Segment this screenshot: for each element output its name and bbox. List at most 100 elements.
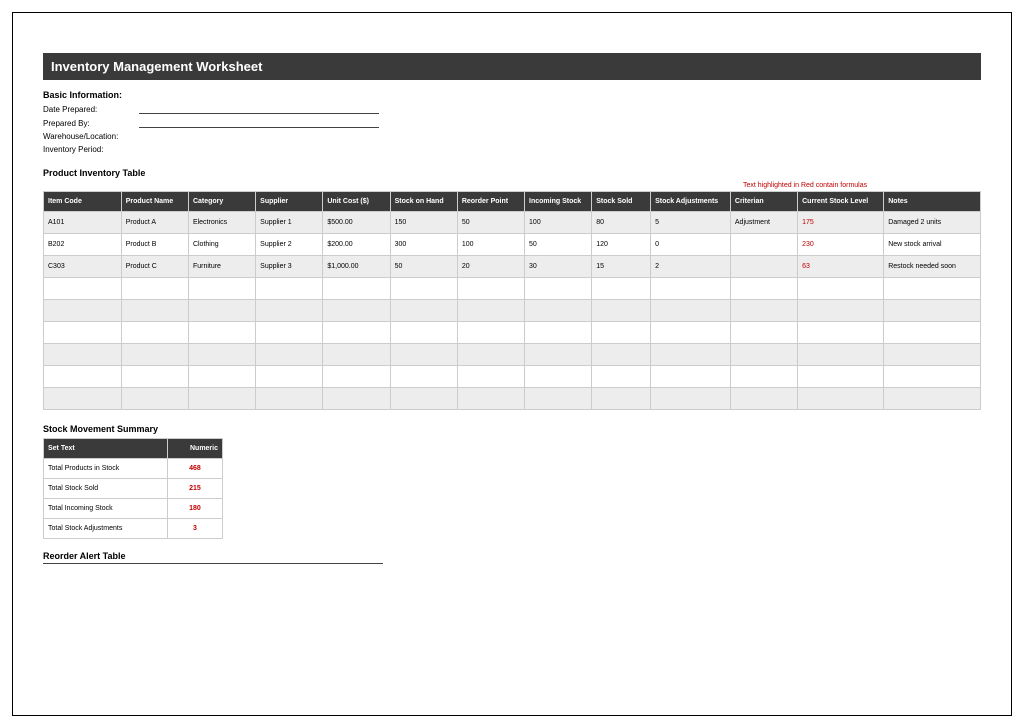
table-cell: 120	[592, 234, 651, 256]
inventory-header-row: Item CodeProduct NameCategorySupplierUni…	[44, 192, 981, 212]
table-cell: Adjustment	[730, 212, 797, 234]
table-cell: 0	[651, 234, 731, 256]
table-row-empty	[44, 388, 981, 410]
summary-heading: Stock Movement Summary	[43, 424, 981, 434]
table-row: B202Product BClothingSupplier 2$200.0030…	[44, 234, 981, 256]
table-cell: 150	[390, 212, 457, 234]
table-row: A101Product AElectronicsSupplier 1$500.0…	[44, 212, 981, 234]
table-cell-empty	[592, 322, 651, 344]
table-cell-empty	[651, 344, 731, 366]
table-cell-empty	[44, 322, 122, 344]
table-cell-empty	[457, 388, 524, 410]
period-label: Inventory Period:	[43, 145, 133, 154]
table-cell-empty	[256, 388, 323, 410]
table-cell	[730, 234, 797, 256]
prepared-by-label: Prepared By:	[43, 119, 133, 128]
table-cell: 100	[525, 212, 592, 234]
table-cell-empty	[390, 300, 457, 322]
table-cell-empty	[592, 366, 651, 388]
table-cell: 15	[592, 256, 651, 278]
info-row-warehouse: Warehouse/Location:	[43, 132, 981, 141]
table-cell: Supplier 1	[256, 212, 323, 234]
summary-row: Total Stock Sold215	[44, 479, 223, 499]
summary-row: Total Products in Stock468	[44, 459, 223, 479]
table-cell: 300	[390, 234, 457, 256]
table-cell-empty	[323, 322, 390, 344]
table-cell-empty	[884, 322, 981, 344]
table-cell: 50	[390, 256, 457, 278]
table-cell: $200.00	[323, 234, 390, 256]
table-cell-empty	[188, 366, 255, 388]
table-cell-empty	[884, 344, 981, 366]
table-row-empty	[44, 366, 981, 388]
table-cell-empty	[525, 278, 592, 300]
table-cell: 20	[457, 256, 524, 278]
table-cell: $500.00	[323, 212, 390, 234]
summary-value: 180	[167, 499, 222, 519]
date-prepared-label: Date Prepared:	[43, 105, 133, 114]
table-cell-empty	[457, 344, 524, 366]
inventory-table: Item CodeProduct NameCategorySupplierUni…	[43, 191, 981, 410]
table-cell	[730, 256, 797, 278]
table-row-empty	[44, 278, 981, 300]
inv-col-2: Category	[188, 192, 255, 212]
table-cell-empty	[651, 366, 731, 388]
table-cell-empty	[44, 344, 122, 366]
inv-col-5: Stock on Hand	[390, 192, 457, 212]
date-prepared-field[interactable]	[139, 104, 379, 114]
table-cell: 100	[457, 234, 524, 256]
table-cell-empty	[525, 322, 592, 344]
summary-label: Total Stock Adjustments	[44, 519, 168, 539]
table-cell-empty	[390, 322, 457, 344]
table-cell-empty	[121, 278, 188, 300]
table-cell-empty	[525, 344, 592, 366]
table-cell-empty	[256, 300, 323, 322]
table-cell-empty	[730, 300, 797, 322]
table-cell-empty	[188, 388, 255, 410]
table-cell: Restock needed soon	[884, 256, 981, 278]
table-cell: 63	[798, 256, 884, 278]
table-cell: 50	[525, 234, 592, 256]
table-cell: Product B	[121, 234, 188, 256]
table-cell-empty	[525, 366, 592, 388]
table-cell-empty	[323, 300, 390, 322]
table-cell-empty	[188, 278, 255, 300]
summary-label: Total Products in Stock	[44, 459, 168, 479]
inventory-body: A101Product AElectronicsSupplier 1$500.0…	[44, 212, 981, 410]
table-cell-empty	[730, 322, 797, 344]
table-cell-empty	[730, 366, 797, 388]
table-row-empty	[44, 322, 981, 344]
summary-value: 468	[167, 459, 222, 479]
table-cell-empty	[390, 366, 457, 388]
table-cell: C303	[44, 256, 122, 278]
table-cell-empty	[121, 344, 188, 366]
inv-col-3: Supplier	[256, 192, 323, 212]
table-cell-empty	[44, 388, 122, 410]
table-cell: B202	[44, 234, 122, 256]
table-cell: A101	[44, 212, 122, 234]
table-cell-empty	[798, 366, 884, 388]
table-cell: 80	[592, 212, 651, 234]
summary-value: 215	[167, 479, 222, 499]
table-cell: Product A	[121, 212, 188, 234]
table-row: C303Product CFurnitureSupplier 3$1,000.0…	[44, 256, 981, 278]
info-row-period: Inventory Period:	[43, 145, 981, 154]
table-cell-empty	[651, 388, 731, 410]
table-cell-empty	[457, 278, 524, 300]
table-cell-empty	[323, 388, 390, 410]
table-row-empty	[44, 344, 981, 366]
table-cell: Damaged 2 units	[884, 212, 981, 234]
table-cell-empty	[44, 366, 122, 388]
table-cell-empty	[651, 300, 731, 322]
table-cell-empty	[390, 388, 457, 410]
table-cell-empty	[323, 366, 390, 388]
prepared-by-field[interactable]	[139, 118, 379, 128]
table-cell: Furniture	[188, 256, 255, 278]
table-cell-empty	[798, 344, 884, 366]
table-cell-empty	[188, 344, 255, 366]
table-cell: 30	[525, 256, 592, 278]
table-cell-empty	[798, 388, 884, 410]
basic-info-section: Basic Information: Date Prepared: Prepar…	[43, 90, 981, 154]
table-cell-empty	[730, 388, 797, 410]
info-row-prepared-by: Prepared By:	[43, 118, 981, 128]
